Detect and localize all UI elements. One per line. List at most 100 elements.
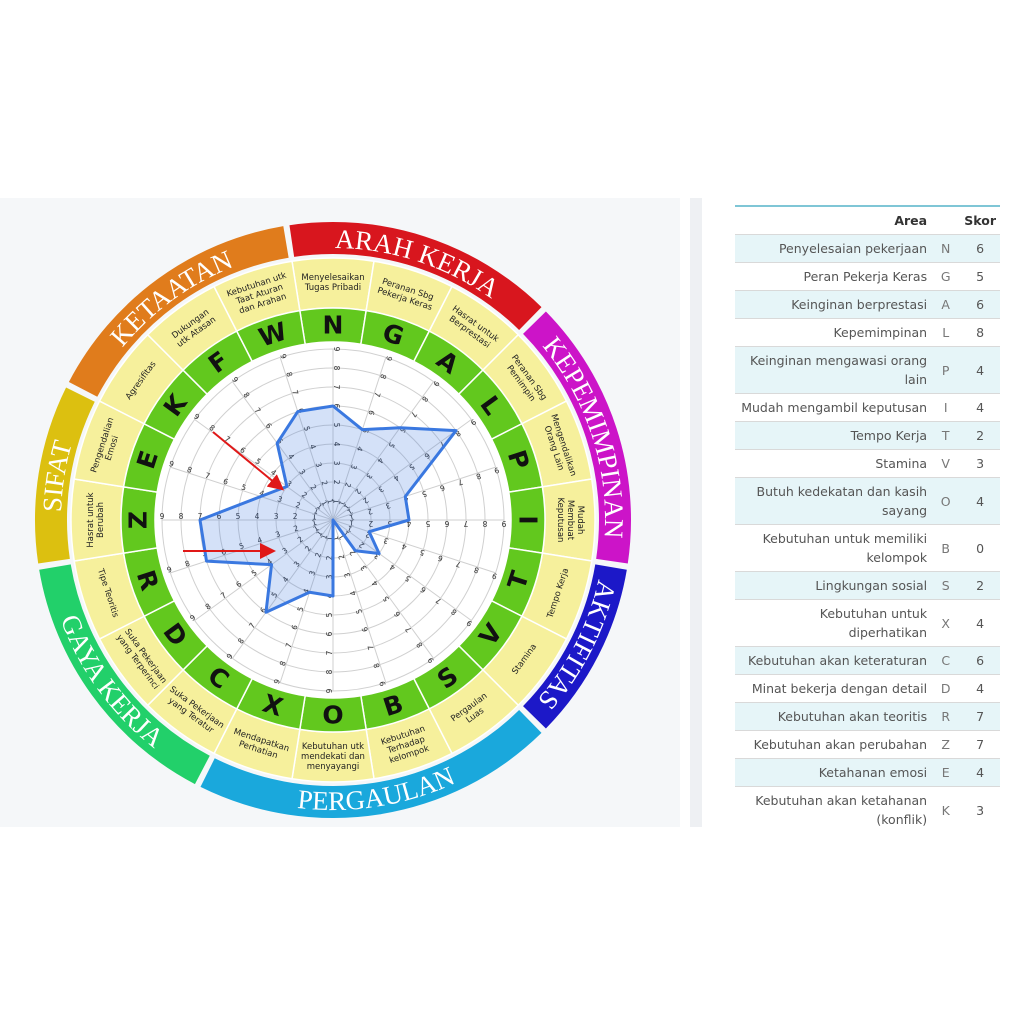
area-cell: Kebutuhan akan teoritis: [735, 702, 932, 731]
spoke-tick-label: 3: [297, 467, 307, 476]
table-row: Peran Pekerja Keras G 5: [735, 262, 1000, 291]
spoke-tick-label: 9: [188, 613, 197, 623]
code-cell: A: [931, 290, 961, 319]
group-band: [39, 564, 210, 785]
spoke-tick-label: 7: [438, 440, 447, 450]
spoke: [232, 519, 334, 659]
spoke-tick-label: 5: [403, 573, 412, 583]
table-row: Minat bekerja dengan detail D 4: [735, 674, 1000, 703]
spoke-tick-label: 4: [355, 445, 365, 453]
spoke-tick-label: 8: [372, 662, 382, 670]
letter: O: [322, 701, 343, 730]
header-cell: [931, 207, 961, 235]
table-row: Ketahanan emosi E 4: [735, 758, 1000, 787]
area-cell: Kepemimpinan: [735, 318, 932, 347]
spoke-tick-label: 2: [353, 487, 363, 496]
spoke-tick-label: 5: [302, 425, 312, 433]
spoke-tick-label: 7: [409, 410, 419, 419]
description: Berubah: [96, 502, 106, 538]
description: mendekati dan: [301, 752, 365, 762]
spoke-tick-label: 3: [382, 536, 390, 546]
spoke-tick-label: 3: [276, 494, 284, 504]
spoke-tick-label: 5: [269, 590, 279, 599]
spoke-tick-label: 6: [392, 609, 402, 618]
spoke-tick-label: 3: [284, 479, 293, 489]
spoke-tick-label: 6: [332, 404, 341, 409]
description: Tugas Pribadi: [304, 283, 361, 293]
spoke-tick-label: 4: [286, 452, 296, 461]
letter: I: [514, 515, 543, 524]
spoke-tick-label: 9: [168, 459, 176, 469]
spoke-tick-label: 5: [295, 605, 305, 613]
description: Menyelesaikan: [301, 273, 364, 283]
code-cell: Z: [931, 730, 961, 759]
spoke-tick-label: 3: [332, 461, 341, 466]
spoke-tick-label: 7: [247, 621, 257, 630]
spoke-tick-label: 4: [375, 456, 385, 465]
spoke-tick-label: 8: [236, 636, 246, 645]
score-cell: 4: [960, 599, 1000, 647]
score-cell: 6: [960, 290, 1000, 319]
spoke-tick-label: 1: [331, 535, 341, 543]
spoke: [332, 357, 387, 521]
spoke-tick-label: 2: [368, 519, 373, 528]
spoke-tick-label: 8: [284, 371, 294, 379]
spoke: [232, 381, 334, 521]
spoke-tick-label: 8: [332, 366, 341, 371]
spoke-tick-label: 5: [354, 607, 364, 615]
spoke-tick-label: 8: [414, 640, 424, 649]
area-cell: Keinginan mengawasi orang lain: [735, 346, 932, 394]
description: Hasrat untuk: [86, 492, 96, 547]
spoke-tick-label: 1: [332, 499, 341, 504]
table-row: Keinginan mengawasi orang lain P 4: [735, 346, 1000, 394]
spoke-tick-label: 4: [308, 443, 318, 451]
spoke-tick-label: 7: [434, 596, 443, 606]
spoke-tick-label: 2: [303, 544, 313, 553]
area-cell: Peran Pekerja Keras: [735, 262, 932, 291]
spoke-tick-label: 1: [337, 499, 347, 507]
spoke-tick-label: 1: [325, 498, 335, 506]
spoke-tick-label: 4: [388, 562, 397, 572]
table-row: Mudah mengambil keputusan I 4: [735, 393, 1000, 422]
spoke: [279, 357, 334, 521]
code-cell: X: [931, 599, 961, 647]
spoke-tick-label: 6: [444, 519, 449, 528]
spoke-tick-label: 3: [342, 571, 352, 579]
code-cell: T: [931, 421, 961, 450]
spoke-tick-label: 5: [332, 423, 341, 428]
spoke-tick-label: 2: [332, 480, 341, 485]
spoke-tick-label: 2: [364, 530, 372, 540]
spoke-tick-label: 2: [343, 481, 353, 489]
spoke-tick-label: 9: [493, 465, 501, 475]
spoke-tick-label: 5: [407, 462, 416, 472]
spoke-tick-label: 2: [292, 523, 300, 533]
spoke-tick-label: 7: [253, 406, 263, 415]
spoke-tick-label: 7: [403, 625, 413, 634]
spoke-tick-label: 1: [315, 501, 324, 511]
code-cell: I: [931, 393, 961, 422]
spoke-tick-label: 4: [406, 519, 411, 528]
spoke-tick-label: 7: [290, 389, 300, 397]
spoke-tick-label: 1: [319, 533, 329, 541]
area-cell: Ketahanan emosi: [735, 758, 932, 787]
spoke-tick-label: 1: [314, 529, 324, 538]
spoke-tick-label: 9: [278, 353, 288, 361]
table-row: Lingkungan sosial S 2: [735, 571, 1000, 600]
table-row: Kebutuhan akan teoritis R 7: [735, 702, 1000, 731]
spoke: [170, 466, 334, 521]
code-cell: C: [931, 646, 961, 675]
spoke-tick-label: 8: [475, 471, 483, 481]
spoke-tick-label: 8: [186, 465, 194, 475]
score-cell: 7: [960, 702, 1000, 731]
score-cell: 5: [960, 262, 1000, 291]
spoke-tick-label: 2: [300, 490, 309, 500]
area-cell: Kebutuhan untuk memiliki kelompok: [735, 524, 932, 572]
table: Area Skor Penyelesaian pekerjaan N 6 Peran Pe…: [735, 207, 1000, 829]
spoke-tick-label: 3: [292, 559, 302, 568]
spoke-tick-label: 5: [250, 568, 259, 578]
spoke-tick-label: 9: [192, 412, 201, 422]
table-row: Kebutuhan akan keteraturan C 6: [735, 646, 1000, 675]
spoke-tick-label: 3: [376, 484, 385, 494]
spoke-tick-label: 3: [314, 461, 324, 469]
